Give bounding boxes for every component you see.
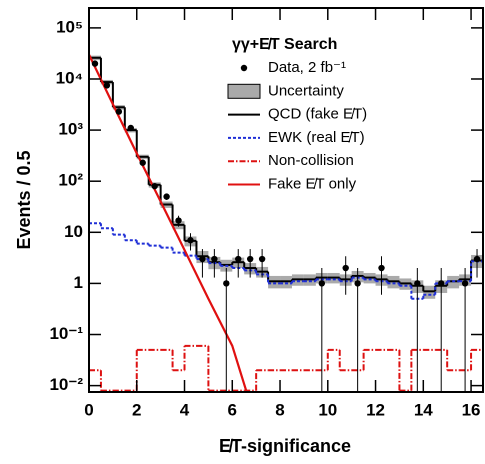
data-point bbox=[246, 255, 254, 263]
data-point bbox=[461, 280, 469, 287]
data-point bbox=[187, 237, 194, 244]
legend-title: γγ+E̸T Search bbox=[232, 36, 337, 53]
data-point bbox=[438, 280, 445, 287]
y-tick-label: 10⁻¹ bbox=[49, 324, 83, 343]
data-point bbox=[91, 60, 99, 67]
x-tick-label: 4 bbox=[180, 400, 190, 419]
y-tick-label: 10² bbox=[58, 171, 83, 190]
x-tick-label: 12 bbox=[366, 400, 385, 419]
legend-label: Fake E̸T only bbox=[268, 175, 357, 192]
data-point bbox=[139, 159, 146, 166]
y-tick-label: 1 bbox=[74, 273, 83, 292]
data-point bbox=[473, 255, 481, 263]
data-point bbox=[127, 124, 134, 132]
y-axis-label: Events / 0.5 bbox=[14, 150, 34, 249]
data-point bbox=[199, 255, 206, 263]
frame bbox=[88, 7, 484, 393]
data-point bbox=[211, 255, 218, 263]
legend-label: QCD (fake E̸T) bbox=[268, 106, 367, 123]
plot-area bbox=[89, 54, 483, 392]
data-point bbox=[175, 217, 182, 224]
x-tick-label: 10 bbox=[318, 400, 337, 419]
y-tick-label: 10⁴ bbox=[56, 68, 83, 87]
data-point bbox=[342, 264, 349, 272]
x-axis-label: E̸T-significance bbox=[219, 436, 351, 456]
x-tick-label: 2 bbox=[132, 400, 141, 419]
x-tick-label: 6 bbox=[228, 400, 237, 419]
legend-label: Uncertainty bbox=[268, 82, 344, 99]
x-tick-label: 16 bbox=[462, 400, 481, 419]
legend: Data, 2 fb⁻¹ Uncertainty QCD (fake E̸T) EWK… bbox=[227, 59, 367, 192]
data-point bbox=[115, 108, 123, 115]
data-point bbox=[103, 82, 111, 89]
legend-symbol bbox=[240, 64, 248, 72]
y-tick-label: 10 bbox=[64, 222, 83, 241]
data-point bbox=[354, 280, 361, 287]
y-tick-label: 10⁻² bbox=[49, 375, 83, 394]
data-point bbox=[223, 280, 230, 287]
x-tick-label: 0 bbox=[84, 400, 93, 419]
data-point bbox=[163, 193, 170, 200]
x-tick-label: 8 bbox=[275, 400, 284, 419]
y-tick-label: 10³ bbox=[58, 120, 83, 139]
data-point bbox=[151, 182, 158, 190]
data-point bbox=[235, 255, 242, 263]
legend-label: EWK (real E̸T) bbox=[268, 129, 365, 146]
y-tick-label: 10⁵ bbox=[56, 17, 83, 36]
x-tick-label: 14 bbox=[414, 400, 433, 419]
legend-label: Data, 2 fb⁻¹ bbox=[268, 59, 346, 76]
data-point bbox=[414, 280, 421, 287]
data-point bbox=[378, 264, 385, 272]
legend-symbol bbox=[227, 83, 261, 99]
legend-label: Non-collision bbox=[268, 152, 354, 169]
data-point bbox=[318, 280, 326, 287]
fit-line bbox=[89, 54, 248, 392]
data-point bbox=[258, 255, 266, 263]
